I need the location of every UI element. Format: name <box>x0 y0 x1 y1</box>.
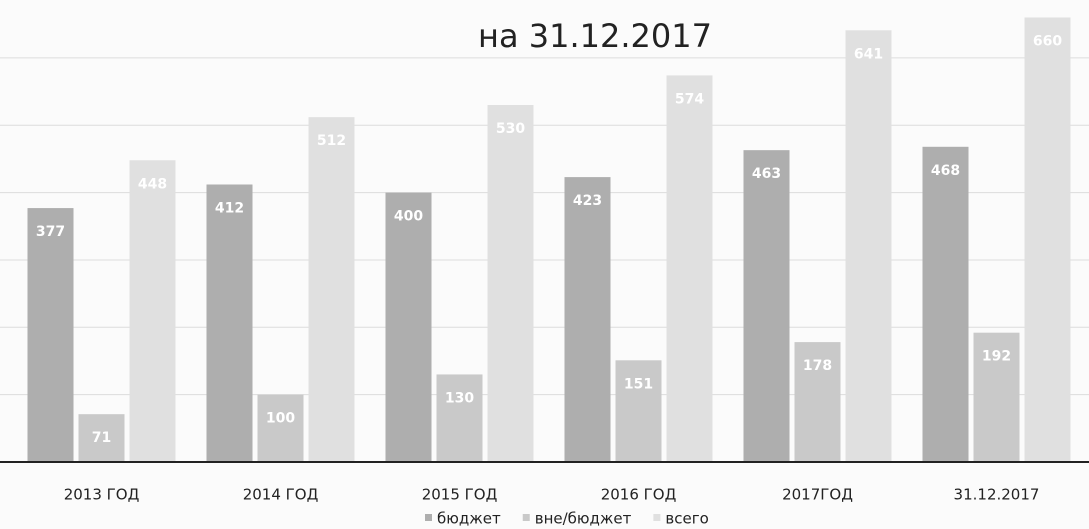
value-label: 423 <box>573 193 602 209</box>
bar <box>666 75 713 463</box>
bar <box>206 184 253 462</box>
value-label: 412 <box>215 201 244 217</box>
x-tick-label: 2017ГОД <box>782 486 853 504</box>
bar <box>27 208 74 462</box>
bar <box>78 414 125 462</box>
x-tick-label: 31.12.2017 <box>954 486 1040 504</box>
value-label: 468 <box>931 163 960 179</box>
x-tick-label: 2014 ГОД <box>243 486 319 504</box>
value-label: 192 <box>982 349 1011 365</box>
bar <box>385 192 432 462</box>
bar <box>922 146 969 462</box>
value-label: 151 <box>624 376 653 392</box>
bar <box>615 360 662 462</box>
value-label: 448 <box>138 176 167 192</box>
bar <box>794 342 841 462</box>
value-label: 530 <box>496 121 525 137</box>
value-label: 574 <box>675 91 704 107</box>
legend-swatch <box>425 514 432 521</box>
bar <box>845 30 892 463</box>
bar <box>564 177 611 463</box>
value-label: 641 <box>854 46 883 62</box>
legend-label: бюджет <box>437 510 501 528</box>
bar <box>129 160 176 462</box>
legend-swatch <box>653 514 661 521</box>
legend-label: вне/бюджет <box>535 510 632 528</box>
value-label: 512 <box>317 133 346 149</box>
value-label: 100 <box>266 411 295 427</box>
bar <box>436 374 483 462</box>
bar <box>257 394 304 462</box>
x-tick-label: 2013 ГОД <box>64 486 140 504</box>
bar <box>308 117 355 462</box>
value-label: 463 <box>752 166 781 182</box>
value-label: 178 <box>803 358 832 374</box>
bar <box>973 332 1020 462</box>
legend-swatch <box>522 514 530 521</box>
x-tick-label: 2015 ГОД <box>422 486 498 504</box>
value-label: 660 <box>1033 33 1062 49</box>
bar <box>743 150 790 462</box>
bar <box>487 105 534 462</box>
value-label: 71 <box>92 430 111 446</box>
bar <box>1024 17 1071 463</box>
value-label: 400 <box>394 209 423 225</box>
x-tick-label: 2016 ГОД <box>601 486 677 504</box>
chart-title: на 31.12.2017 <box>478 17 712 55</box>
value-label: 377 <box>36 224 65 240</box>
legend-label: всего <box>665 510 708 528</box>
value-label: 130 <box>445 390 474 406</box>
